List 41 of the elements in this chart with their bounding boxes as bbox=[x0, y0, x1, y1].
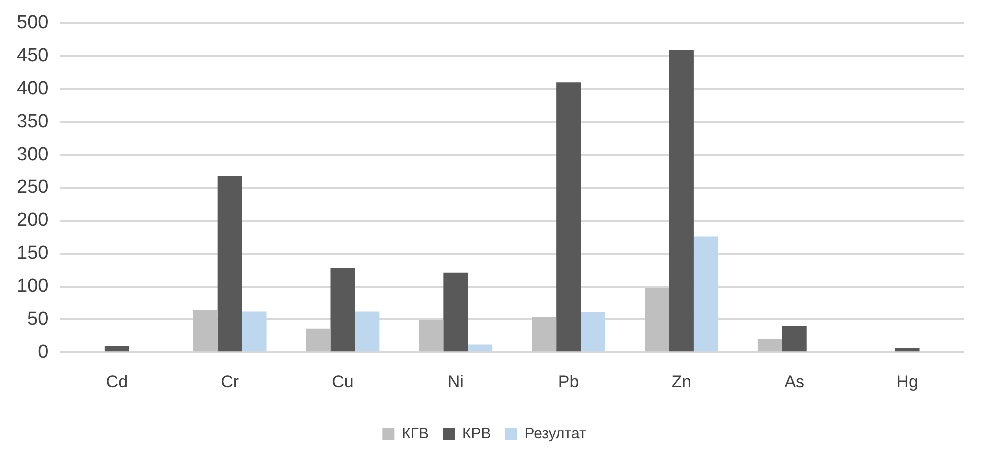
y-tick-label: 450 bbox=[17, 46, 49, 67]
x-tick-label: Pb bbox=[558, 372, 580, 392]
y-tick-label: 200 bbox=[17, 210, 49, 232]
bar bbox=[330, 268, 356, 352]
bar bbox=[694, 236, 718, 352]
bar bbox=[581, 312, 606, 352]
bar bbox=[468, 344, 493, 352]
legend-label: Резултат bbox=[524, 426, 586, 443]
x-tick-label: Hg bbox=[896, 372, 918, 392]
bar bbox=[782, 326, 807, 352]
bar bbox=[669, 50, 694, 352]
y-tick-label: 400 bbox=[17, 78, 49, 100]
y-tick-label: 500 bbox=[17, 12, 49, 34]
y-tick-label: 250 bbox=[17, 177, 49, 198]
y-tick-label: 0 bbox=[38, 342, 49, 363]
bar bbox=[444, 272, 468, 352]
bar bbox=[895, 348, 920, 352]
bar bbox=[242, 312, 267, 352]
bar bbox=[556, 82, 582, 352]
legend-label: КГВ bbox=[402, 426, 430, 443]
y-tick-label: 50 bbox=[28, 308, 49, 330]
x-tick-label: Zn bbox=[672, 372, 692, 392]
bar bbox=[645, 288, 670, 352]
x-tick-label: As bbox=[784, 372, 805, 392]
bar bbox=[419, 320, 444, 352]
bar bbox=[104, 346, 130, 352]
bar bbox=[758, 339, 782, 352]
x-tick-label: Cu bbox=[332, 372, 354, 392]
bar bbox=[532, 317, 557, 352]
bar bbox=[355, 312, 380, 352]
x-tick-label: Ni bbox=[448, 372, 464, 392]
bar bbox=[218, 176, 242, 352]
y-tick-label: 100 bbox=[17, 276, 49, 297]
bar bbox=[193, 310, 218, 352]
bar bbox=[306, 328, 331, 352]
y-tick-label: 150 bbox=[17, 243, 49, 264]
y-tick-label: 350 bbox=[17, 111, 49, 132]
x-tick-label: Cd bbox=[106, 372, 128, 392]
x-tick-label: Cr bbox=[221, 372, 240, 392]
y-tick-label: 300 bbox=[17, 144, 49, 166]
legend-label: КРВ bbox=[462, 426, 492, 443]
